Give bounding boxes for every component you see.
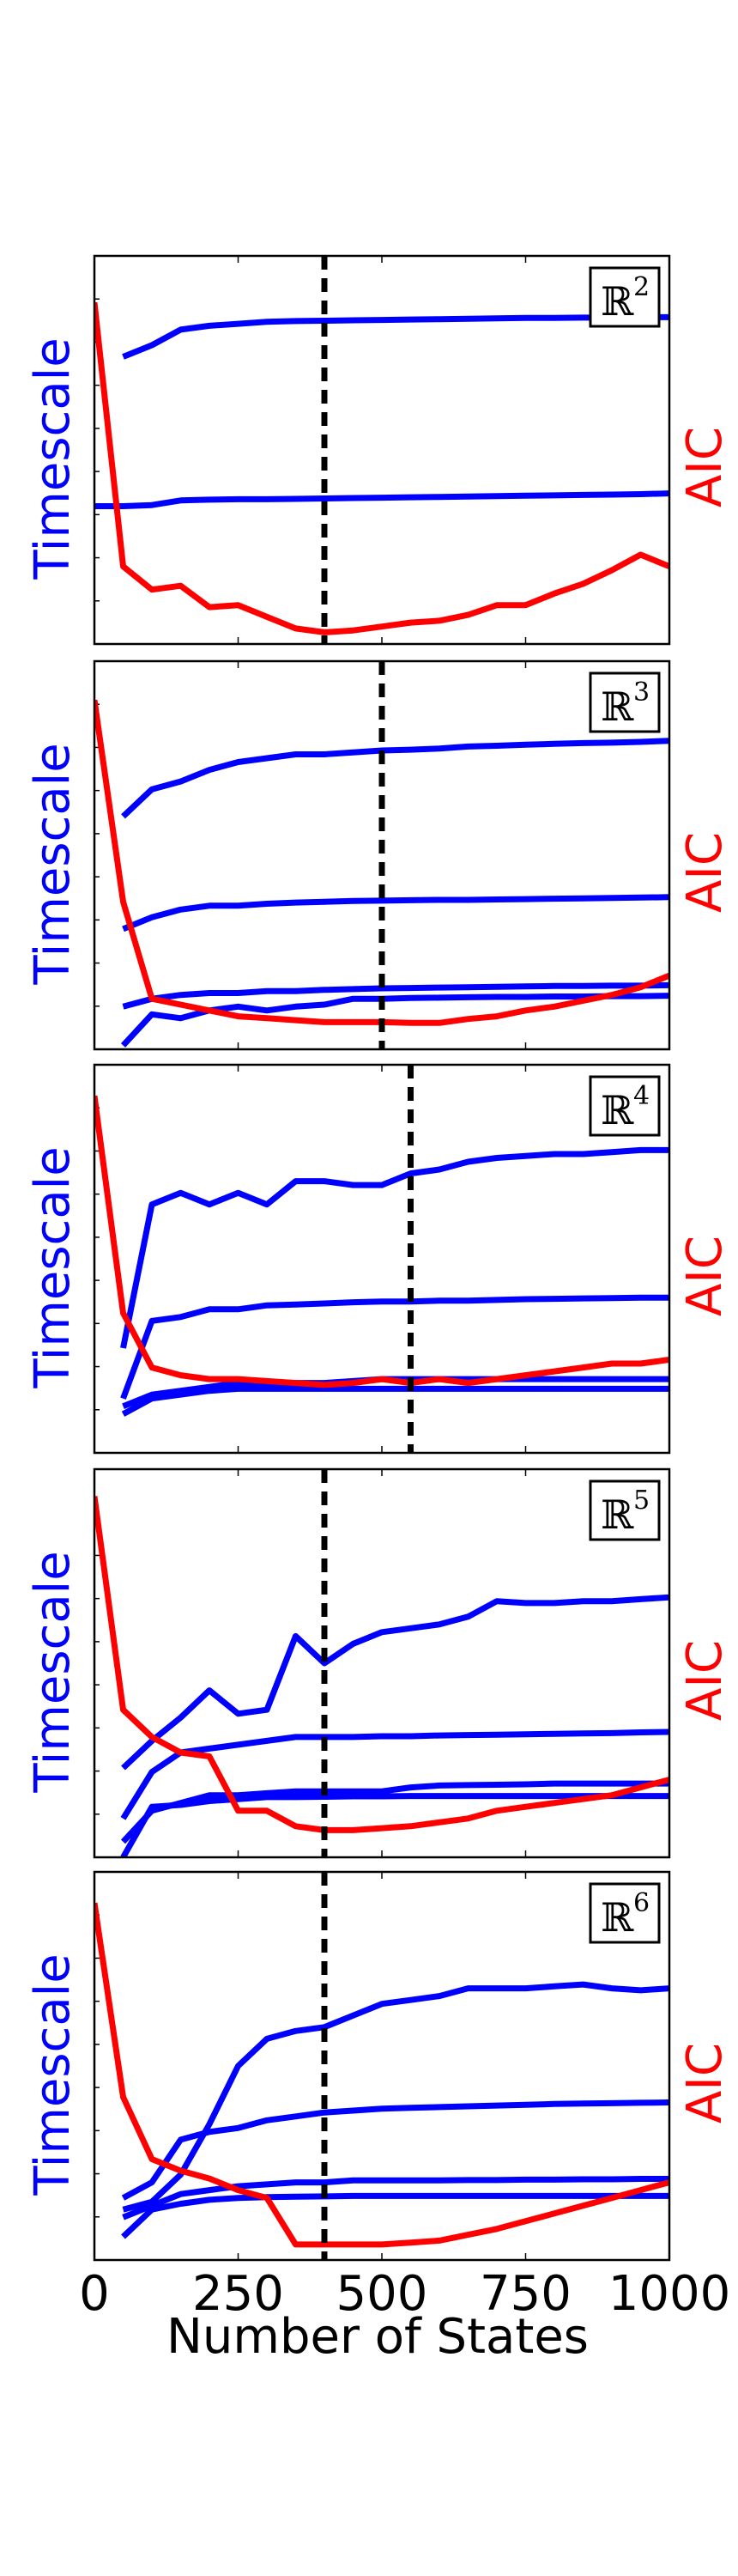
panel-data [94,1095,669,1417]
timescale-line-4 [121,1385,669,1417]
timescale-line-3 [122,2176,669,2221]
x-tick-label: 500 [336,2266,428,2322]
panel-data [94,1902,669,2248]
x-tick-label: 750 [480,2266,572,2322]
aic-line [94,1496,669,1833]
timescale-axis-label: Timescale [25,337,81,580]
aic-line [94,1095,669,1388]
panel-frame [93,1467,671,1859]
panel-tag-box [589,266,661,328]
aic-axis-label: AIC [677,1236,733,1316]
panel-frame [93,1063,671,1455]
x-axis-title: Number of States [166,2309,589,2365]
panel-tag-superscript: 4 [633,1081,650,1111]
timescale-line-1 [122,313,669,360]
timescale-line-2 [120,1294,669,1400]
panel-tag-box [589,1075,661,1137]
aic-axis-label: AIC [677,427,733,507]
timescale-line-2 [120,1728,669,1820]
timescale-axis-label: Timescale [25,1146,81,1388]
panel-4: ℝ 5 Timescale AIC [25,1467,733,1859]
timescale-line-2 [94,490,669,509]
panel-data [94,301,669,635]
panel-tag-label: ℝ [601,1492,634,1538]
panel-frame [93,659,671,1051]
timescale-line-3 [120,1780,669,1844]
x-tick-label: 250 [192,2266,284,2322]
timescale-line-1 [121,1594,669,1771]
timescale-line-4 [121,2192,669,2239]
panel-tag-superscript: 5 [633,1485,650,1516]
panel-tag-label: ℝ [601,1087,634,1133]
panel-5: ℝ 6 Timescale AIC [25,1870,733,2262]
panel-1: ℝ 2 Timescale AIC [25,254,733,646]
timescale-line-4 [120,1793,669,1857]
panel-tag-label: ℝ [601,683,634,730]
aic-line [94,301,669,635]
aic-axis-label: AIC [677,832,733,913]
timescale-line-1 [121,738,669,819]
x-tick-label: 1000 [608,2266,731,2322]
panel-3: ℝ 4 Timescale AIC [25,1063,733,1455]
timescale-line-2 [122,894,669,933]
timescale-axis-label: Timescale [25,1551,81,1793]
panel-frame [93,254,671,646]
x-axis: Number of States 0 250 500 750 1000 [79,2266,730,2365]
panel-tag-box [589,1882,661,1944]
aic-line [94,1902,669,2248]
timescale-axis-label: Timescale [25,743,81,985]
panel-tag-superscript: 3 [633,677,650,708]
x-tick-label: 0 [79,2266,110,2322]
panel-tag-superscript: 6 [633,1888,650,1918]
panel-tag-label: ℝ [601,278,634,325]
panel-2: ℝ 3 Timescale AIC [25,659,733,1051]
panel-tag-superscript: 2 [633,272,650,302]
panel-tag-box [589,671,661,733]
panel-data [94,1496,669,1857]
timescale-axis-label: Timescale [25,1953,81,2196]
timescale-line-3 [122,981,669,1010]
timescale-line-1 [120,1146,669,1349]
timescale-line-2 [121,2099,669,2201]
aic-axis-label: AIC [677,2043,733,2123]
panel-tag-box [589,1479,661,1541]
timescale-line-1 [122,1981,669,2213]
panel-frame [93,1870,671,2262]
panel-tag-label: ℝ [601,1894,634,1941]
aic-axis-label: AIC [677,1640,733,1721]
